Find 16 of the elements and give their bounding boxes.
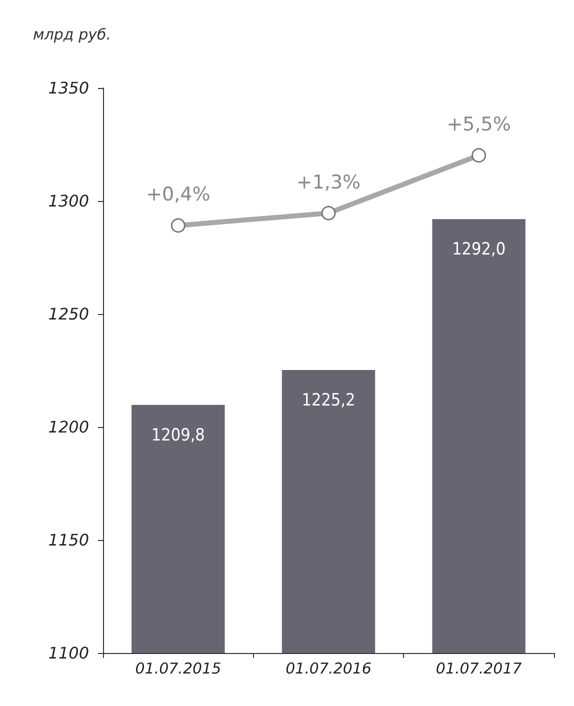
y-tick-label: 1100 xyxy=(48,644,89,662)
y-tick-label: 1350 xyxy=(48,78,89,98)
x-tick-label: 01.07.2016 xyxy=(286,660,372,678)
data-label: +5,5% xyxy=(446,114,511,136)
x-tick-label: 01.07.2015 xyxy=(135,660,222,678)
x-tick-label: 01.07.2017 xyxy=(436,660,522,678)
y-axis-title: млрд руб. xyxy=(33,26,111,44)
data-label: 1225,2 xyxy=(302,390,356,411)
data-label: +1,3% xyxy=(296,171,361,194)
y-tick-label: 1200 xyxy=(48,418,89,436)
y-tick-label: 1250 xyxy=(48,304,89,324)
data-label: 1209,8 xyxy=(151,425,205,446)
data-label: +0,4% xyxy=(146,184,210,206)
y-tick-label: 1300 xyxy=(48,192,89,210)
data-label: 1292,0 xyxy=(452,240,506,260)
y-tick-label: 1150 xyxy=(48,530,89,550)
